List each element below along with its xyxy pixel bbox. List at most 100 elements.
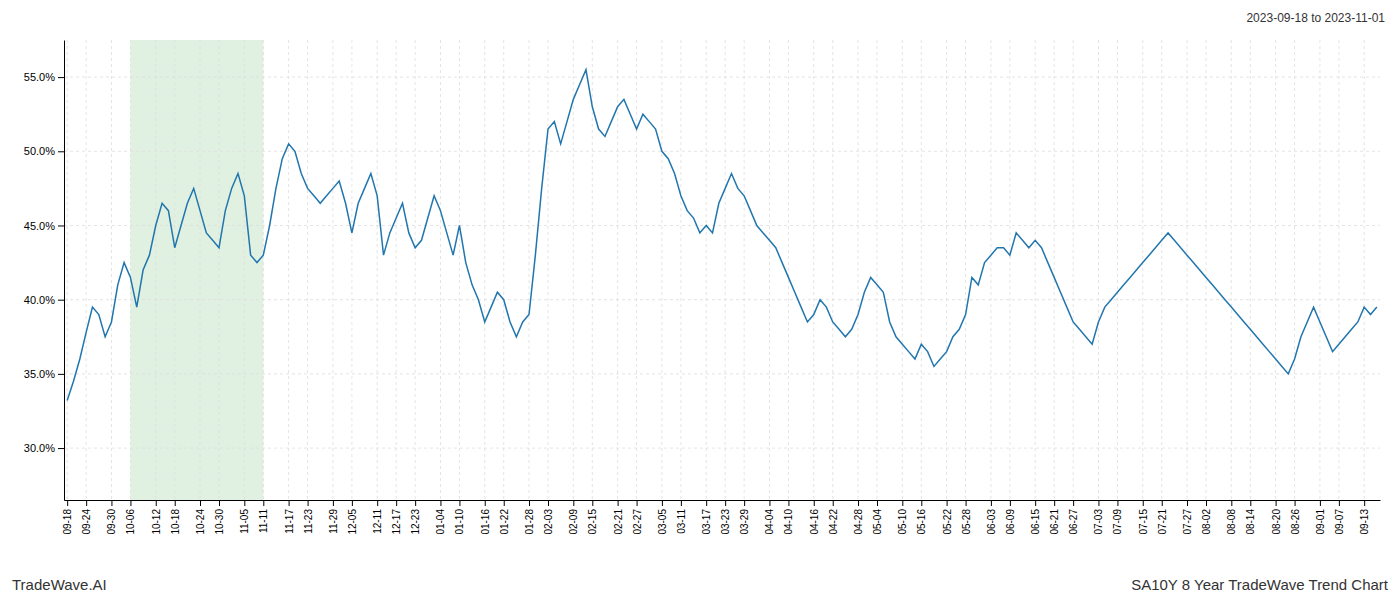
x-tick-label: 08-14: [1245, 509, 1256, 535]
x-tick-line: [769, 500, 770, 506]
x-tick-line: [1339, 500, 1340, 506]
y-tick-label: 35.0%: [24, 368, 55, 380]
x-tick: 11-23: [303, 500, 314, 534]
x-tick-label: 04-22: [828, 509, 839, 535]
x-tick-label: 11-05: [239, 509, 250, 534]
x-tick: 05-28: [961, 500, 972, 535]
x-tick-line: [377, 500, 378, 506]
x-tick-line: [991, 500, 992, 506]
x-tick: 08-02: [1201, 500, 1212, 535]
x-tick-line: [1295, 500, 1296, 506]
x-tick: 04-28: [853, 500, 864, 535]
x-tick-label: 08-08: [1226, 509, 1237, 535]
x-tick: 11-29: [328, 500, 339, 534]
x-tick: 10-30: [214, 500, 225, 535]
x-tick: 05-16: [916, 500, 927, 535]
x-tick-line: [111, 500, 112, 506]
grid-line: [877, 40, 878, 500]
x-tick-label: 04-04: [764, 509, 775, 535]
grid-line: [1206, 40, 1207, 500]
x-tick: 03-29: [739, 500, 750, 535]
x-tick: 08-14: [1245, 500, 1256, 535]
x-tick-label: 11-23: [303, 509, 314, 534]
x-tick-label: 04-28: [853, 509, 864, 535]
x-tick: 06-09: [1005, 500, 1016, 535]
x-tick: 07-21: [1157, 500, 1168, 535]
x-tick: 01-04: [435, 500, 446, 535]
series-layer: [67, 70, 1377, 401]
grid-line: [1319, 40, 1320, 500]
y-tick: 35.0%: [24, 368, 64, 380]
x-tick: 06-27: [1068, 500, 1079, 535]
grid-line: [788, 40, 789, 500]
x-tick-line: [1276, 500, 1277, 506]
x-tick-line: [788, 500, 789, 506]
x-tick-line: [1143, 500, 1144, 506]
series-line: [67, 70, 1377, 401]
x-tick-line: [725, 500, 726, 506]
grid-line: [459, 40, 460, 500]
grid-line: [1250, 40, 1251, 500]
x-tick: 06-03: [986, 500, 997, 535]
x-tick-label: 10-24: [195, 509, 206, 535]
y-axis-line: [64, 41, 65, 501]
y-axis: 30.0%35.0%40.0%45.0%50.0%55.0%: [24, 41, 65, 501]
x-tick-label: 12-17: [391, 509, 402, 535]
x-tick-line: [1010, 500, 1011, 506]
x-tick-label: 04-16: [809, 509, 820, 535]
annotation: TradeWave.AI: [12, 576, 107, 593]
grid-line: [1187, 40, 1188, 500]
x-tick-label: 01-16: [480, 509, 491, 535]
x-tick-line: [1206, 500, 1207, 506]
x-tick-label: 10-12: [151, 509, 162, 535]
x-tick-line: [592, 500, 593, 506]
grid-line: [1009, 40, 1010, 500]
x-tick-label: 02-21: [613, 509, 624, 535]
x-tick-line: [200, 500, 201, 506]
grid-line: [174, 40, 175, 500]
grid-line: [573, 40, 574, 500]
x-tick-label: 05-16: [916, 509, 927, 535]
x-tick-label: 03-29: [739, 509, 750, 535]
x-tick-line: [662, 500, 663, 506]
grid-line: [832, 40, 833, 500]
x-tick-line: [352, 500, 353, 506]
x-tick: 12-11: [372, 500, 383, 534]
grid-line: [1364, 40, 1365, 500]
x-tick-line: [263, 500, 264, 506]
grid-line: [1035, 40, 1036, 500]
x-tick: 02-03: [543, 500, 554, 535]
x-tick-line: [415, 500, 416, 506]
subtitle: 2023-09-18 to 2023-11-01: [1246, 11, 1385, 25]
x-tick-line: [1117, 500, 1118, 506]
x-tick: 01-22: [499, 500, 510, 535]
x-tick-label: 11-17: [284, 509, 295, 534]
x-axis-line: [65, 500, 1381, 501]
grid-line: [1117, 40, 1118, 500]
grid-line: [415, 40, 416, 500]
x-tick-line: [1364, 500, 1365, 506]
grid-line: [64, 151, 1380, 152]
x-tick: 01-10: [454, 500, 465, 535]
grid-line: [725, 40, 726, 500]
x-tick: 09-13: [1359, 500, 1370, 535]
x-tick-line: [175, 500, 176, 506]
x-tick-line: [902, 500, 903, 506]
x-tick-line: [1054, 500, 1055, 506]
x-tick-line: [333, 500, 334, 506]
x-tick: 10-06: [125, 500, 136, 535]
y-tick: 55.0%: [24, 71, 64, 83]
x-tick-line: [833, 500, 834, 506]
x-tick: 08-26: [1290, 500, 1301, 535]
x-tick-line: [814, 500, 815, 506]
grid-line: [813, 40, 814, 500]
x-tick-line: [1231, 500, 1232, 506]
x-tick-label: 10-18: [170, 509, 181, 535]
x-tick: 09-30: [106, 500, 117, 535]
x-axis: 09-1809-2409-3010-0610-1210-1810-2410-30…: [62, 500, 1380, 535]
y-tick-label: 30.0%: [24, 442, 55, 454]
grid-line: [1231, 40, 1232, 500]
x-tick-line: [877, 500, 878, 506]
x-tick-line: [1098, 500, 1099, 506]
x-tick-line: [681, 500, 682, 506]
